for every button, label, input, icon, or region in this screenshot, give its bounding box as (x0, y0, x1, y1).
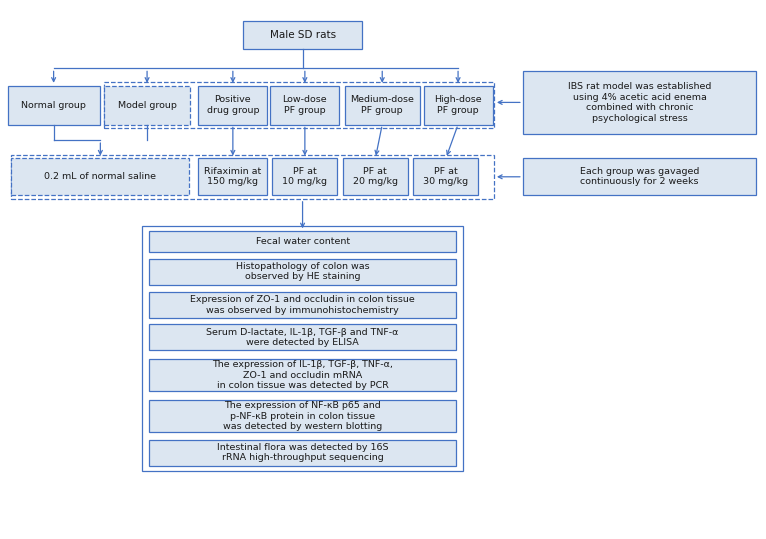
Bar (149, 400, 456, 432)
Text: 0.2 mL of normal saline: 0.2 mL of normal saline (44, 172, 156, 181)
Bar (244, 21, 362, 49)
Text: IBS rat model was established
using 4% acetic acid enema
combined with chronic
p: IBS rat model was established using 4% a… (568, 82, 712, 122)
Bar (343, 158, 408, 195)
Bar (11, 155, 494, 199)
Bar (270, 86, 339, 125)
Text: PF at
30 mg/kg: PF at 30 mg/kg (424, 167, 468, 186)
Bar (149, 324, 456, 350)
Bar (149, 292, 456, 318)
Bar (104, 82, 494, 128)
Bar (198, 86, 267, 125)
Text: Each group was gavaged
continuously for 2 weeks: Each group was gavaged continuously for … (580, 167, 699, 186)
Text: PF at
10 mg/kg: PF at 10 mg/kg (283, 167, 327, 186)
Text: Normal group: Normal group (21, 101, 86, 109)
Bar (142, 226, 463, 471)
Text: PF at
20 mg/kg: PF at 20 mg/kg (353, 167, 398, 186)
Text: Medium-dose
PF group: Medium-dose PF group (350, 95, 414, 115)
Bar (522, 71, 756, 134)
Bar (149, 231, 456, 252)
Bar (522, 158, 756, 195)
Text: The expression of NF-κB p65 and
p-NF-κB protein in colon tissue
was detected by : The expression of NF-κB p65 and p-NF-κB … (223, 401, 382, 431)
Bar (273, 158, 338, 195)
Bar (149, 440, 456, 466)
Bar (149, 259, 456, 285)
Text: Low-dose
PF group: Low-dose PF group (283, 95, 327, 115)
Bar (104, 86, 190, 125)
Bar (345, 86, 420, 125)
Text: Histopathology of colon was
observed by HE staining: Histopathology of colon was observed by … (236, 262, 369, 281)
Text: Rifaximin at
150 mg/kg: Rifaximin at 150 mg/kg (205, 167, 261, 186)
Text: Expression of ZO-1 and occludin in colon tissue
was observed by immunohistochemi: Expression of ZO-1 and occludin in colon… (190, 295, 415, 315)
Text: Positive
drug group: Positive drug group (207, 95, 259, 115)
Bar (198, 158, 267, 195)
Text: Intestinal flora was detected by 16S
rRNA high-throughput sequencing: Intestinal flora was detected by 16S rRN… (217, 443, 388, 462)
Text: High-dose
PF group: High-dose PF group (434, 95, 482, 115)
Bar (11, 158, 189, 195)
Text: Model group: Model group (118, 101, 176, 109)
Text: The expression of IL-1β, TGF-β, TNF-α,
ZO-1 and occludin mRNA
in colon tissue wa: The expression of IL-1β, TGF-β, TNF-α, Z… (212, 360, 393, 390)
Bar (8, 86, 100, 125)
Text: Fecal water content: Fecal water content (256, 237, 349, 246)
Bar (424, 86, 493, 125)
Bar (149, 359, 456, 391)
Text: Serum D-lactate, IL-1β, TGF-β and TNF-α
were detected by ELISA: Serum D-lactate, IL-1β, TGF-β and TNF-α … (206, 328, 399, 347)
Bar (414, 158, 478, 195)
Text: Male SD rats: Male SD rats (270, 30, 336, 40)
